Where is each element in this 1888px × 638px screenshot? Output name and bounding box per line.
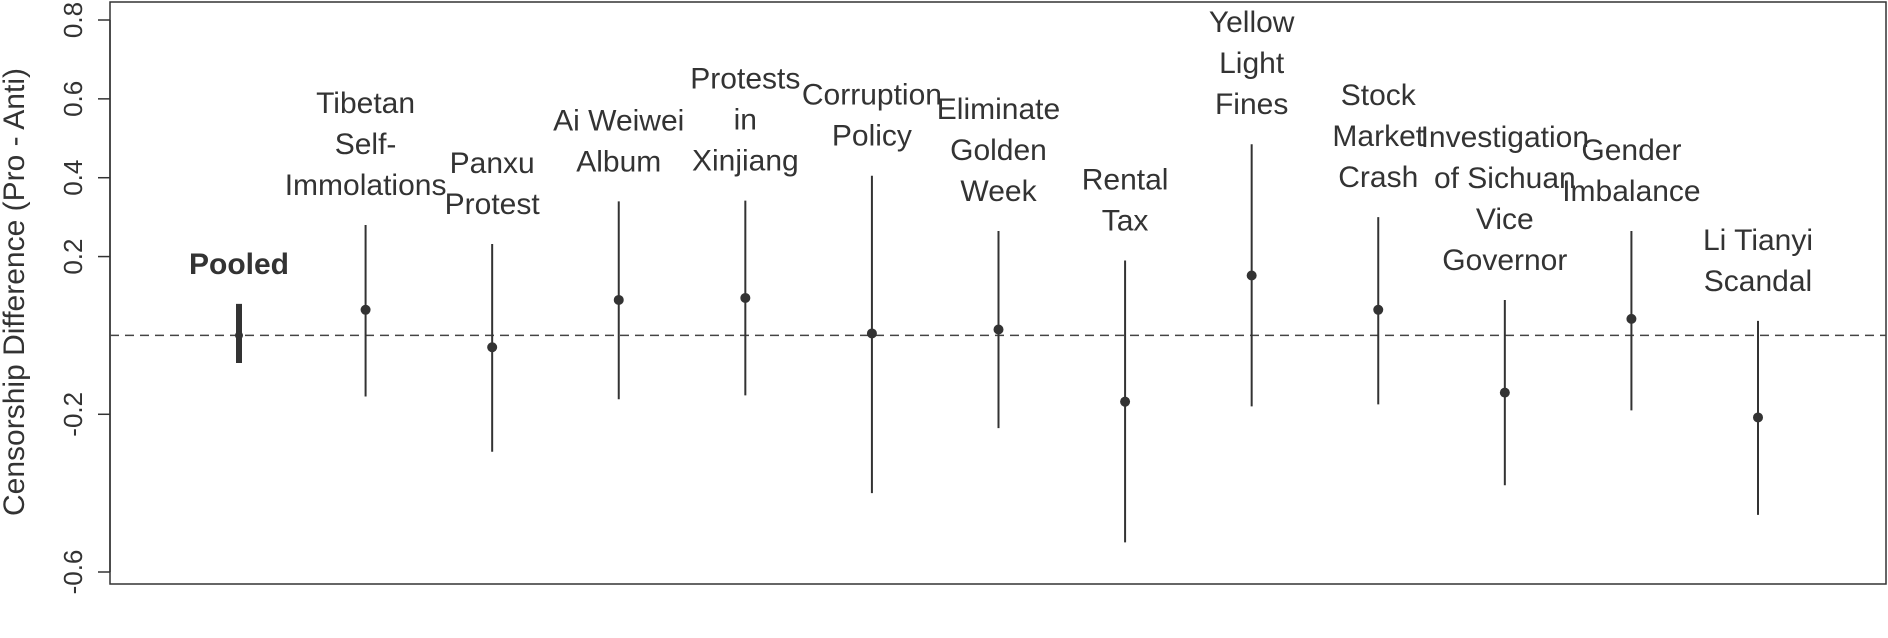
point-label: Immolations [285, 169, 447, 202]
point-label: Policy [832, 120, 912, 153]
point-label: Investigation [1421, 121, 1589, 154]
point-label: Tax [1102, 205, 1149, 238]
point-label: Imbalance [1562, 175, 1700, 208]
point-estimate [487, 342, 498, 353]
y-axis-label: Censorship Difference (Pro - Anti) [0, 68, 31, 516]
point-estimate [1120, 396, 1131, 407]
point-label: Stock [1341, 79, 1417, 112]
point-label: Rental [1082, 164, 1169, 197]
point-label: in [734, 104, 757, 137]
point-label: Light [1219, 47, 1285, 80]
point-estimate [235, 331, 243, 340]
point-estimate [993, 324, 1004, 335]
point-estimate [1499, 387, 1510, 398]
point-label: Governor [1442, 244, 1567, 277]
point-label: Fines [1215, 88, 1288, 121]
point-label: Golden [950, 134, 1047, 167]
point-label: Crash [1338, 161, 1418, 194]
point-label: of Sichuan [1434, 162, 1576, 195]
y-tick-label: 0.2 [58, 238, 88, 274]
y-tick-label: -0.2 [58, 392, 88, 437]
point-label: Corruption [802, 79, 942, 112]
point-label: Gender [1581, 134, 1681, 167]
point-estimate [1753, 412, 1763, 423]
point-label: Pooled [189, 248, 289, 281]
point-label: Vice [1476, 203, 1534, 236]
y-tick-label: 0.4 [58, 160, 88, 196]
point-estimate [1246, 270, 1257, 281]
y-tick-label: -0.6 [58, 550, 88, 595]
point-label: Week [960, 175, 1037, 208]
point-estimate [740, 292, 751, 303]
y-axis: -0.6 -0.2 0.2 0.4 0.6 0.8 [58, 2, 111, 595]
point-label: Xinjiang [692, 145, 799, 178]
point-label: Tibetan [316, 87, 415, 120]
point-label: Ai Weiwei [553, 104, 684, 137]
point-label: Album [576, 145, 661, 178]
point-estimate [613, 294, 624, 305]
point-estimate [1626, 313, 1637, 324]
point-label: Yellow [1209, 6, 1295, 39]
point-label: Protests [690, 63, 800, 96]
point-estimate [866, 328, 877, 339]
point-label: Eliminate [937, 93, 1060, 126]
point-estimate [360, 304, 371, 315]
y-tick-label: 0.8 [58, 2, 88, 38]
point-label: Protest [445, 188, 541, 221]
point-label: Self- [335, 128, 397, 161]
point-label: Li Tianyi [1703, 224, 1813, 257]
point-label: Market [1332, 120, 1424, 153]
point-label: Panxu [450, 147, 535, 180]
y-tick-label: 0.6 [58, 81, 88, 117]
point-estimate [1373, 304, 1384, 315]
point-label: Scandal [1704, 265, 1812, 298]
